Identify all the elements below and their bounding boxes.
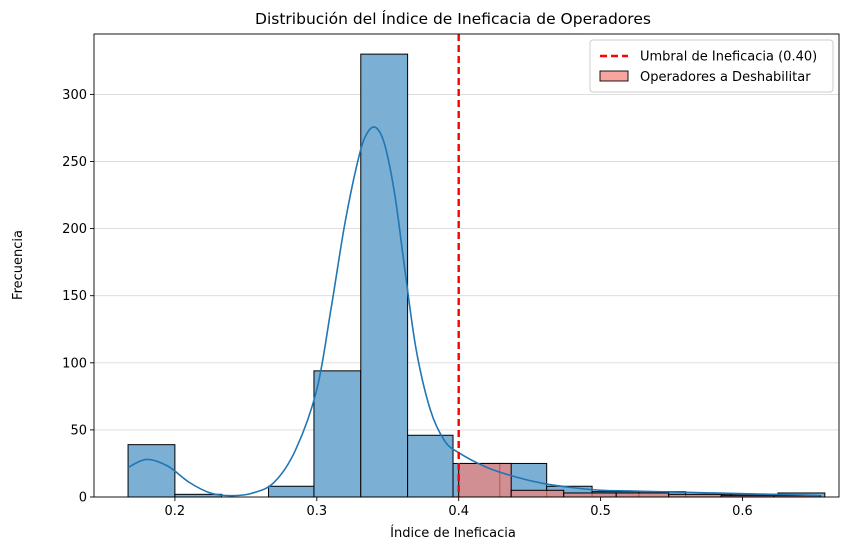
bar-all-5 xyxy=(360,53,409,498)
x-tick-label-0.4: 0.4 xyxy=(448,504,469,519)
bar-filtered-3 xyxy=(615,492,670,498)
gridlines xyxy=(94,93,839,498)
x-tick-label-0.2: 0.2 xyxy=(165,504,186,519)
bar-all-4 xyxy=(313,370,362,498)
x-tick-label-0.5: 0.5 xyxy=(590,504,611,519)
y-tick-label-50: 50 xyxy=(70,423,87,438)
legend-filtered-swatch xyxy=(599,70,629,82)
y-tick-label-200: 200 xyxy=(62,222,87,237)
chart-title: Distribución del Índice de Ineficacia de… xyxy=(255,9,651,28)
legend-label-filtered: Operadores a Deshabilitar xyxy=(640,70,811,85)
bar-filtered-0 xyxy=(458,462,512,498)
x-tick-label-0.3: 0.3 xyxy=(306,504,327,519)
y-tick-label-100: 100 xyxy=(62,356,87,371)
y-axis-label: Frecuencia xyxy=(11,230,26,300)
legend: Umbral de Ineficacia (0.40) Operadores a… xyxy=(589,39,834,93)
bar-all-0 xyxy=(127,444,176,498)
y-tick-label-300: 300 xyxy=(62,88,87,103)
y-tick-label-250: 250 xyxy=(62,155,87,170)
bar-all-6 xyxy=(407,434,454,498)
bar-all-3 xyxy=(268,485,315,498)
bar-filtered-2 xyxy=(563,492,617,498)
all-operators-bars xyxy=(127,53,826,498)
x-axis-label: Índice de Ineficacia xyxy=(390,525,516,541)
y-axis-ticks: 0 50 100 150 200 250 300 xyxy=(62,88,94,506)
y-tick-label-0: 0 xyxy=(79,491,87,506)
legend-box xyxy=(589,39,834,93)
bar-filtered-1 xyxy=(510,489,565,498)
kde-line xyxy=(127,126,821,497)
x-axis-ticks: 0.2 0.3 0.4 0.5 0.6 xyxy=(165,497,753,519)
x-tick-label-0.6: 0.6 xyxy=(732,504,753,519)
y-tick-label-150: 150 xyxy=(62,289,87,304)
legend-label-threshold: Umbral de Ineficacia (0.40) xyxy=(640,50,817,65)
plot-frame xyxy=(93,33,840,498)
